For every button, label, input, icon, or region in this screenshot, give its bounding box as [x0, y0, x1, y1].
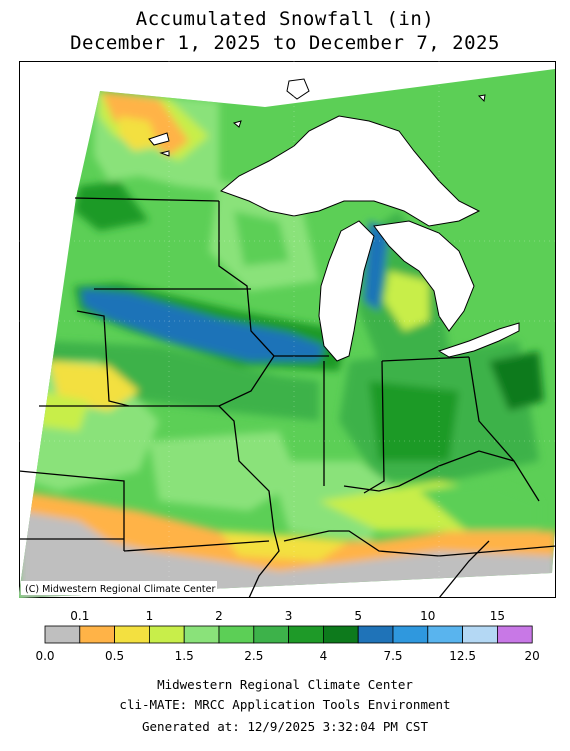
copyright-text: (C) Midwestern Regional Climate Center: [25, 584, 215, 595]
legend-bottom-label: 1.5: [175, 649, 194, 663]
state-boundaries: [19, 197, 556, 598]
legend-swatch: [183, 625, 220, 644]
legend-swatch: [427, 625, 463, 644]
legend-swatches: [44, 625, 533, 644]
legend-top-label: 3: [285, 609, 293, 623]
legend-swatch: [253, 625, 290, 644]
legend-swatch: [79, 625, 116, 644]
footer-generated-time: Generated at: 12/9/2025 3:32:04 PM CST: [142, 719, 428, 734]
legend-swatch: [148, 625, 185, 644]
legend-swatch: [496, 625, 533, 644]
legend-bottom-label: 2.5: [244, 649, 263, 663]
legend-swatch: [462, 625, 498, 644]
legend-swatch: [114, 625, 150, 644]
legend-top-label: 15: [490, 609, 505, 623]
lake-huron: [373, 220, 475, 332]
copyright-box: [21, 581, 217, 595]
legend-swatch: [357, 625, 394, 644]
legend-bottom-label: 7.5: [383, 649, 402, 663]
legend-bottom-labels: 0.0 0.5 1.5 2.5 4 7.5 12.5 20: [35, 649, 539, 663]
legend-bottom-label: 0.0: [35, 649, 54, 663]
lake-erie: [437, 322, 520, 358]
lake-superior: [220, 115, 481, 227]
legend-top-label: 10: [420, 609, 435, 623]
footer-application: cli-MATE: MRCC Application Tools Environ…: [119, 697, 451, 712]
legend-top-label: 0.1: [70, 609, 89, 623]
legend-swatch: [218, 625, 255, 644]
islands: [148, 78, 486, 157]
legend-swatch: [288, 625, 324, 644]
footer-organization: Midwestern Regional Climate Center: [157, 677, 413, 692]
legend-top-label: 2: [215, 609, 223, 623]
legend-bottom-label: 20: [525, 649, 540, 663]
color-legend: 0.1 1 2 3 5 10 15 0.0 0.5 1.5 2.5 4 7.5 12.5 20: [35, 609, 539, 663]
legend-swatch: [44, 625, 81, 644]
legend-top-label: 5: [354, 609, 362, 623]
snowfall-fill: [19, 69, 555, 598]
snowfall-map: (C) Midwestern Regional Climate Center: [19, 61, 556, 598]
legend-bottom-label: 0.5: [105, 649, 124, 663]
lake-michigan: [318, 220, 375, 362]
legend-swatch: [392, 625, 429, 644]
great-lakes: [220, 115, 520, 362]
legend-bottom-label: 4: [320, 649, 328, 663]
legend-swatch: [322, 625, 359, 644]
legend-top-label: 1: [146, 609, 154, 623]
date-range-subtitle: December 1, 2025 to December 7, 2025: [70, 32, 500, 54]
legend-top-labels: 0.1 1 2 3 5 10 15: [70, 609, 505, 623]
map-title: Accumulated Snowfall (in): [135, 8, 435, 30]
legend-bottom-label: 12.5: [449, 649, 476, 663]
